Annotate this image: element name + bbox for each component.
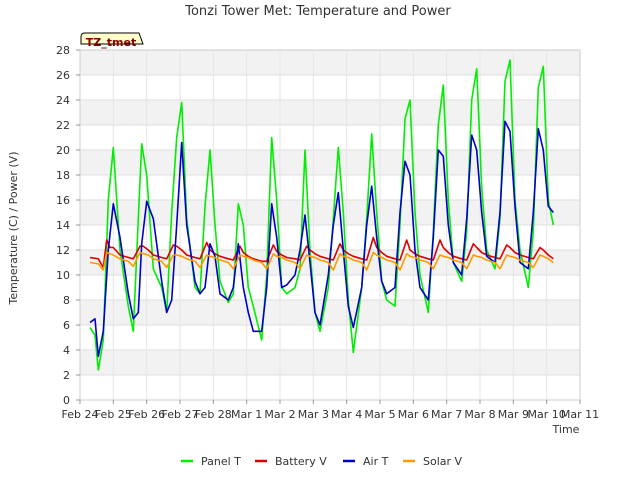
- legend-label-panel-t: Panel T: [201, 455, 241, 468]
- x-tick-label: Mar 10: [528, 408, 566, 421]
- legend-label-battery-v: Battery V: [275, 455, 327, 468]
- grid-band: [80, 200, 580, 225]
- y-tick-label: 20: [56, 144, 70, 157]
- tag-box: [80, 32, 144, 45]
- x-tick-label: Mar 11: [561, 408, 599, 421]
- y-tick-label: 0: [63, 394, 70, 407]
- x-tick-label: Mar 6: [398, 408, 429, 421]
- legend-label-air-t: Air T: [363, 455, 389, 468]
- y-tick-label: 26: [56, 69, 70, 82]
- x-tick-label: Mar 4: [331, 408, 362, 421]
- x-tick-label: Mar 2: [264, 408, 295, 421]
- x-tick-label: Feb 25: [95, 408, 132, 421]
- x-tick-label: Feb 26: [128, 408, 165, 421]
- tag-label: TZ_tmet: [86, 36, 136, 49]
- series-group: [89, 59, 555, 371]
- y-tick-label: 22: [56, 119, 70, 132]
- y-tick-label: 4: [63, 344, 70, 357]
- x-tick-label: Feb 27: [162, 408, 199, 421]
- y-tick-label: 28: [56, 44, 70, 57]
- y-tick-label: 14: [56, 219, 70, 232]
- grid-band: [80, 50, 580, 75]
- series-line-air-t: [89, 120, 554, 358]
- grid-band: [80, 150, 580, 175]
- grid-band: [80, 100, 580, 125]
- x-tick-label: Feb 24: [62, 408, 99, 421]
- legend: Panel T Battery V Air T Solar V: [181, 455, 463, 468]
- y-tick-label: 18: [56, 169, 70, 182]
- x-tick-label: Feb 28: [195, 408, 232, 421]
- x-tick-label: Mar 7: [431, 408, 462, 421]
- y-tick-label: 6: [63, 319, 70, 332]
- x-tick-label: Mar 5: [364, 408, 395, 421]
- x-tick-label: Mar 1: [231, 408, 262, 421]
- y-tick-label: 8: [63, 294, 70, 307]
- x-axis-label: Time: [552, 423, 580, 436]
- grid-band: [80, 300, 580, 325]
- chart-title: Tonzi Tower Met: Temperature and Power: [184, 4, 451, 19]
- y-tick-label: 12: [56, 244, 70, 257]
- station-tag: TZ_tmet: [80, 32, 144, 49]
- y-tick-label: 10: [56, 269, 70, 282]
- y-tick-label: 24: [56, 94, 70, 107]
- y-tick-label: 2: [63, 369, 70, 382]
- series-line-battery-v: [89, 236, 554, 269]
- legend-label-solar-v: Solar V: [423, 455, 463, 468]
- series-line-solar-v: [89, 251, 554, 271]
- y-axis-label: Temperature (C) / Power (V): [7, 151, 20, 305]
- grid-band: [80, 350, 580, 375]
- x-tick-label: Mar 9: [498, 408, 529, 421]
- y-tick-label: 16: [56, 194, 70, 207]
- x-tick-label: Mar 3: [298, 408, 329, 421]
- x-tick-label: Mar 8: [464, 408, 495, 421]
